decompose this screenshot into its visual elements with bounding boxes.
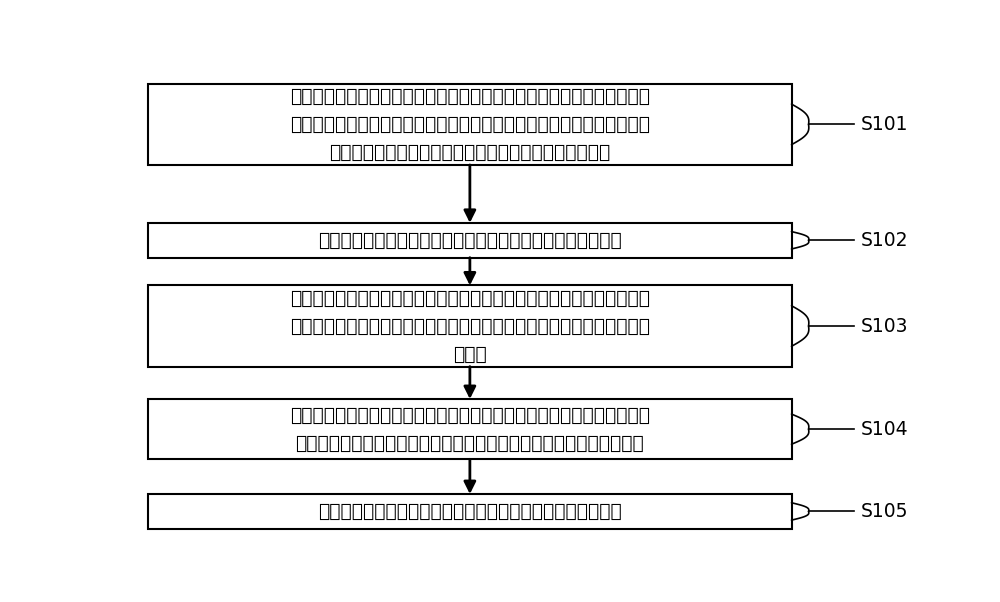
Bar xyxy=(148,84,792,165)
Text: S103: S103 xyxy=(861,317,909,335)
Text: S101: S101 xyxy=(861,115,909,134)
Bar xyxy=(148,285,792,367)
Text: 将位于转移基板的至少部分微型发光二极管转移体释放至目标基板，且使
得各微型发光二极管转移体中的微型发光二极管晶粒与目标基板相连接: 将位于转移基板的至少部分微型发光二极管转移体释放至目标基板，且使 得各微型发光二… xyxy=(290,406,650,453)
Bar xyxy=(148,494,792,529)
Text: S105: S105 xyxy=(861,502,909,521)
Bar xyxy=(148,223,792,258)
Text: 去除位于目标基板的发光二极管转移体中的各可膨胀材料单元: 去除位于目标基板的发光二极管转移体中的各可膨胀材料单元 xyxy=(318,502,622,521)
Text: S102: S102 xyxy=(861,231,909,250)
Text: 将位于衬底基材上的至少部分微型发光二极管转移体吸附至转移基板，且
使得各微型发光二极管转移体中处于膨胀状态的可膨胀材料单元与转移基
板接触: 将位于衬底基材上的至少部分微型发光二极管转移体吸附至转移基板，且 使得各微型发光… xyxy=(290,288,650,364)
Text: 激发至少部分微型发光二极管转移体中的可膨胀材料单元膨胀: 激发至少部分微型发光二极管转移体中的可膨胀材料单元膨胀 xyxy=(318,231,622,250)
Text: S104: S104 xyxy=(861,420,909,439)
Text: 在至少一个衬底基材上的至少一个微型发光二极管晶粒的一侧制作可膨胀
材料单元，得到至少一个微型发光二极管转移体；微型发光二极管转移体
包括一对相连接的微型发光二极: 在至少一个衬底基材上的至少一个微型发光二极管晶粒的一侧制作可膨胀 材料单元，得到… xyxy=(290,87,650,162)
Bar xyxy=(148,399,792,459)
